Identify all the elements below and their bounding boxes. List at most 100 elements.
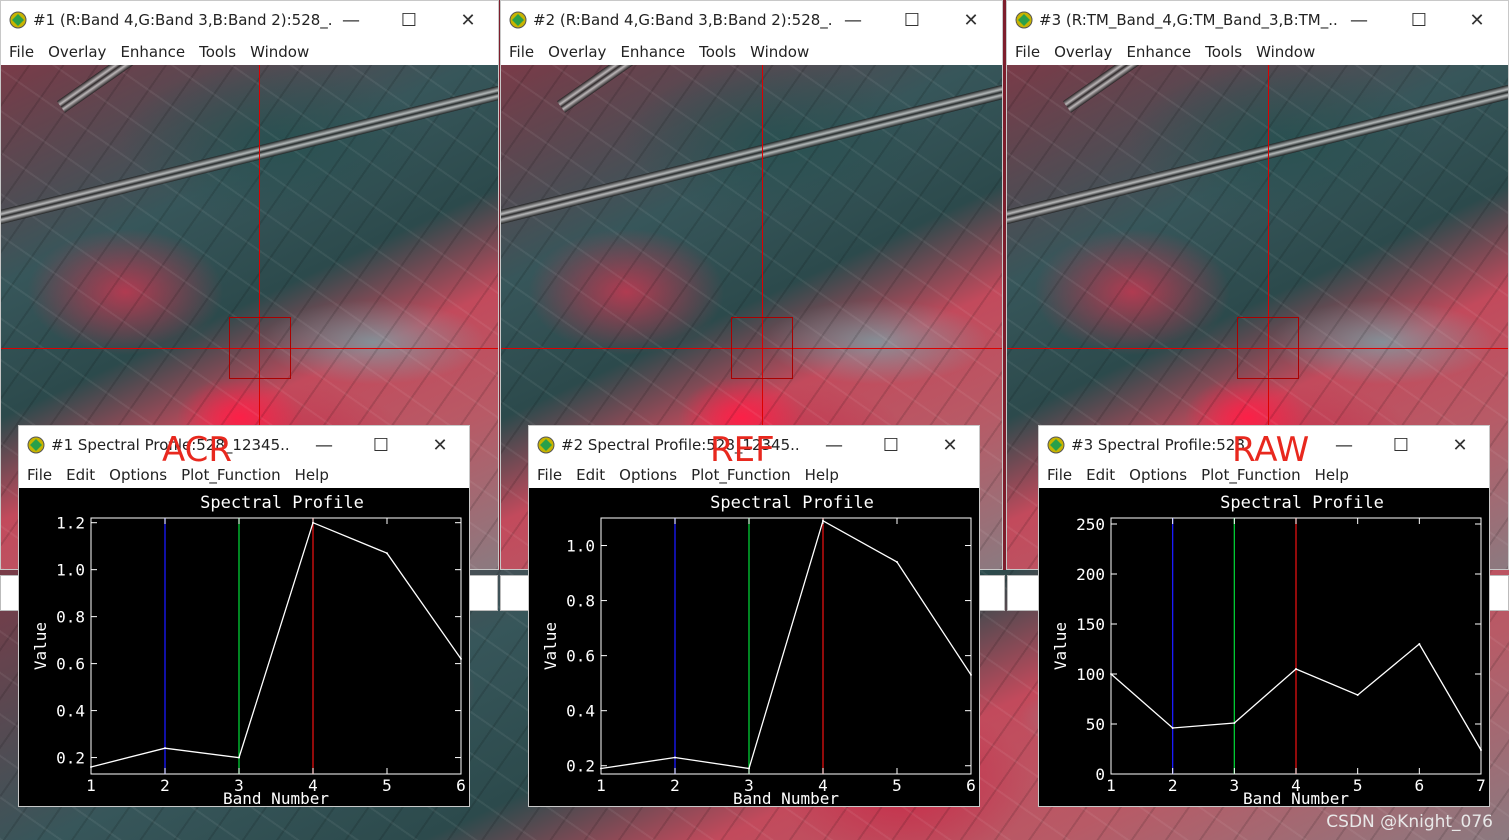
crosshair-box (731, 317, 793, 379)
titlebar[interactable]: #1 (R:Band 4,G:Band 3,B:Band 2):528_... … (1, 1, 498, 41)
spectral-profile-window-2[interactable]: #2 Spectral Profile:528_12345... — ☐ ✕ F… (528, 425, 980, 807)
spectral-profile-window-3[interactable]: #3 Spectral Profile:528 — ☐ ✕ File Edit Op… (1038, 425, 1490, 807)
data-point (600, 767, 602, 770)
close-button[interactable]: ✕ (460, 10, 476, 31)
plot-area[interactable]: Spectral Profile 0.2 0.4 0.6 0.8 1.0 1.2 1 2 3 4 5 6… (19, 488, 469, 806)
menu-window[interactable]: Window (250, 43, 310, 61)
menu-file[interactable]: File (1047, 466, 1073, 484)
y-tick-label: 1.0 (56, 561, 85, 580)
y-tick-label: 0 (1095, 765, 1105, 784)
maximize-button[interactable]: ☐ (372, 435, 390, 456)
envi-globe-icon (509, 11, 527, 29)
menu-options[interactable]: Options (109, 466, 168, 484)
minimize-button[interactable]: — (825, 435, 843, 456)
menu-overlay[interactable]: Overlay (548, 43, 607, 61)
menu-file[interactable]: File (27, 466, 53, 484)
titlebar[interactable]: #1 Spectral Profile:528_12345... — ☐ ✕ (19, 426, 469, 466)
minimize-button[interactable]: — (1350, 10, 1368, 31)
menu-window[interactable]: Window (750, 43, 810, 61)
menu-file[interactable]: File (9, 43, 35, 61)
menu-overlay[interactable]: Overlay (48, 43, 107, 61)
spectral-profile-window-1[interactable]: #1 Spectral Profile:528_12345... — ☐ ✕ F… (18, 425, 470, 807)
data-point (1171, 727, 1174, 729)
titlebar[interactable]: #2 Spectral Profile:528_12345... — ☐ ✕ (529, 426, 979, 466)
maximize-button[interactable]: ☐ (903, 10, 921, 31)
data-point (896, 561, 898, 564)
x-tick-label: 1 (86, 776, 96, 795)
y-axis-label: Value (1051, 622, 1070, 670)
data-point (1418, 643, 1421, 645)
minimize-button[interactable]: — (342, 10, 360, 31)
window-title: #2 (R:Band 4,G:Band 3,B:Band 2):528_... (533, 11, 833, 29)
menu-plot-function[interactable]: Plot_Function (691, 466, 791, 484)
menu-options[interactable]: Options (1129, 466, 1188, 484)
menu-enhance[interactable]: Enhance (120, 43, 186, 61)
menu-file[interactable]: File (509, 43, 535, 61)
close-button[interactable]: ✕ (1469, 10, 1485, 31)
maximize-button[interactable]: ☐ (400, 10, 418, 31)
menu-file[interactable]: File (537, 466, 563, 484)
raw-annotation: RAW (1232, 430, 1310, 470)
menu-window[interactable]: Window (1256, 43, 1316, 61)
close-button[interactable]: ✕ (942, 435, 958, 456)
menu-tools[interactable]: Tools (1205, 43, 1243, 61)
x-tick-label: 6 (456, 776, 466, 795)
data-point (748, 767, 750, 770)
y-axis-label: Value (541, 622, 560, 670)
road (56, 65, 278, 113)
menu-tools[interactable]: Tools (199, 43, 237, 61)
menu-edit[interactable]: Edit (576, 466, 606, 484)
titlebar[interactable]: #2 (R:Band 4,G:Band 3,B:Band 2):528_... … (501, 1, 1002, 41)
minimize-button[interactable]: — (844, 10, 862, 31)
minimize-button[interactable]: — (1335, 435, 1353, 456)
spectral-profile-chart: Spectral Profile 0 50 100 150 200 250 1 2 3 4 5 6 7 Ba… (1051, 493, 1486, 806)
data-point (1356, 694, 1359, 696)
menu-edit[interactable]: Edit (66, 466, 96, 484)
menu-options[interactable]: Options (619, 466, 678, 484)
menu-tools[interactable]: Tools (699, 43, 737, 61)
y-tick-label: 0.4 (56, 702, 85, 721)
acr-annotation: ACR (162, 430, 233, 470)
maximize-button[interactable]: ☐ (882, 435, 900, 456)
data-point (90, 765, 92, 768)
titlebar[interactable]: #3 (R:TM_Band_4,G:TM_Band_3,B:TM_... — ☐… (1007, 1, 1508, 41)
data-point (386, 552, 388, 555)
plot-area[interactable]: Spectral Profile 0 50 100 150 200 250 1 2 3 4 5 6 7 Ba… (1039, 488, 1489, 806)
menu-help[interactable]: Help (804, 466, 839, 484)
maximize-button[interactable]: ☐ (1410, 10, 1428, 31)
minimize-button[interactable]: — (315, 435, 333, 456)
menu-enhance[interactable]: Enhance (1126, 43, 1192, 61)
menu-plot-function[interactable]: Plot_Function (1201, 466, 1301, 484)
menubar: File Edit Options Plot_Function Help (19, 464, 469, 488)
x-tick-label: 3 (1230, 776, 1240, 795)
menu-help[interactable]: Help (294, 466, 329, 484)
menu-enhance[interactable]: Enhance (620, 43, 686, 61)
x-tick-label: 3 (744, 776, 754, 795)
data-point (970, 673, 972, 676)
plot-area[interactable]: Spectral Profile 0.2 0.4 0.6 0.8 1.0 1 2 3 4 5 6 Ban… (529, 488, 979, 806)
data-point (1295, 668, 1297, 670)
x-tick-label: 1 (596, 776, 606, 795)
y-tick-label: 100 (1076, 665, 1105, 684)
close-button[interactable]: ✕ (432, 435, 448, 456)
y-tick-label: 1.2 (56, 514, 85, 533)
close-button[interactable]: ✕ (1452, 435, 1468, 456)
x-tick-label: 6 (966, 776, 976, 795)
x-tick-label: 7 (1476, 776, 1486, 795)
menu-file[interactable]: File (1015, 43, 1041, 61)
envi-globe-icon (1047, 436, 1065, 454)
data-point (312, 521, 314, 524)
menu-help[interactable]: Help (1314, 466, 1349, 484)
x-tick-label: 2 (1168, 776, 1178, 795)
titlebar[interactable]: #3 Spectral Profile:528 — ☐ ✕ (1039, 426, 1489, 466)
y-tick-label: 0.4 (566, 702, 595, 721)
menu-overlay[interactable]: Overlay (1054, 43, 1113, 61)
y-tick-label: 0.2 (566, 757, 595, 776)
menubar: File Overlay Enhance Tools Window (1007, 41, 1508, 65)
menubar: File Overlay Enhance Tools Window (1, 41, 498, 65)
maximize-button[interactable]: ☐ (1392, 435, 1410, 456)
close-button[interactable]: ✕ (963, 10, 979, 31)
menu-edit[interactable]: Edit (1086, 466, 1116, 484)
watermark: CSDN @Knight_076 (1326, 812, 1493, 832)
menu-plot-function[interactable]: Plot_Function (181, 466, 281, 484)
